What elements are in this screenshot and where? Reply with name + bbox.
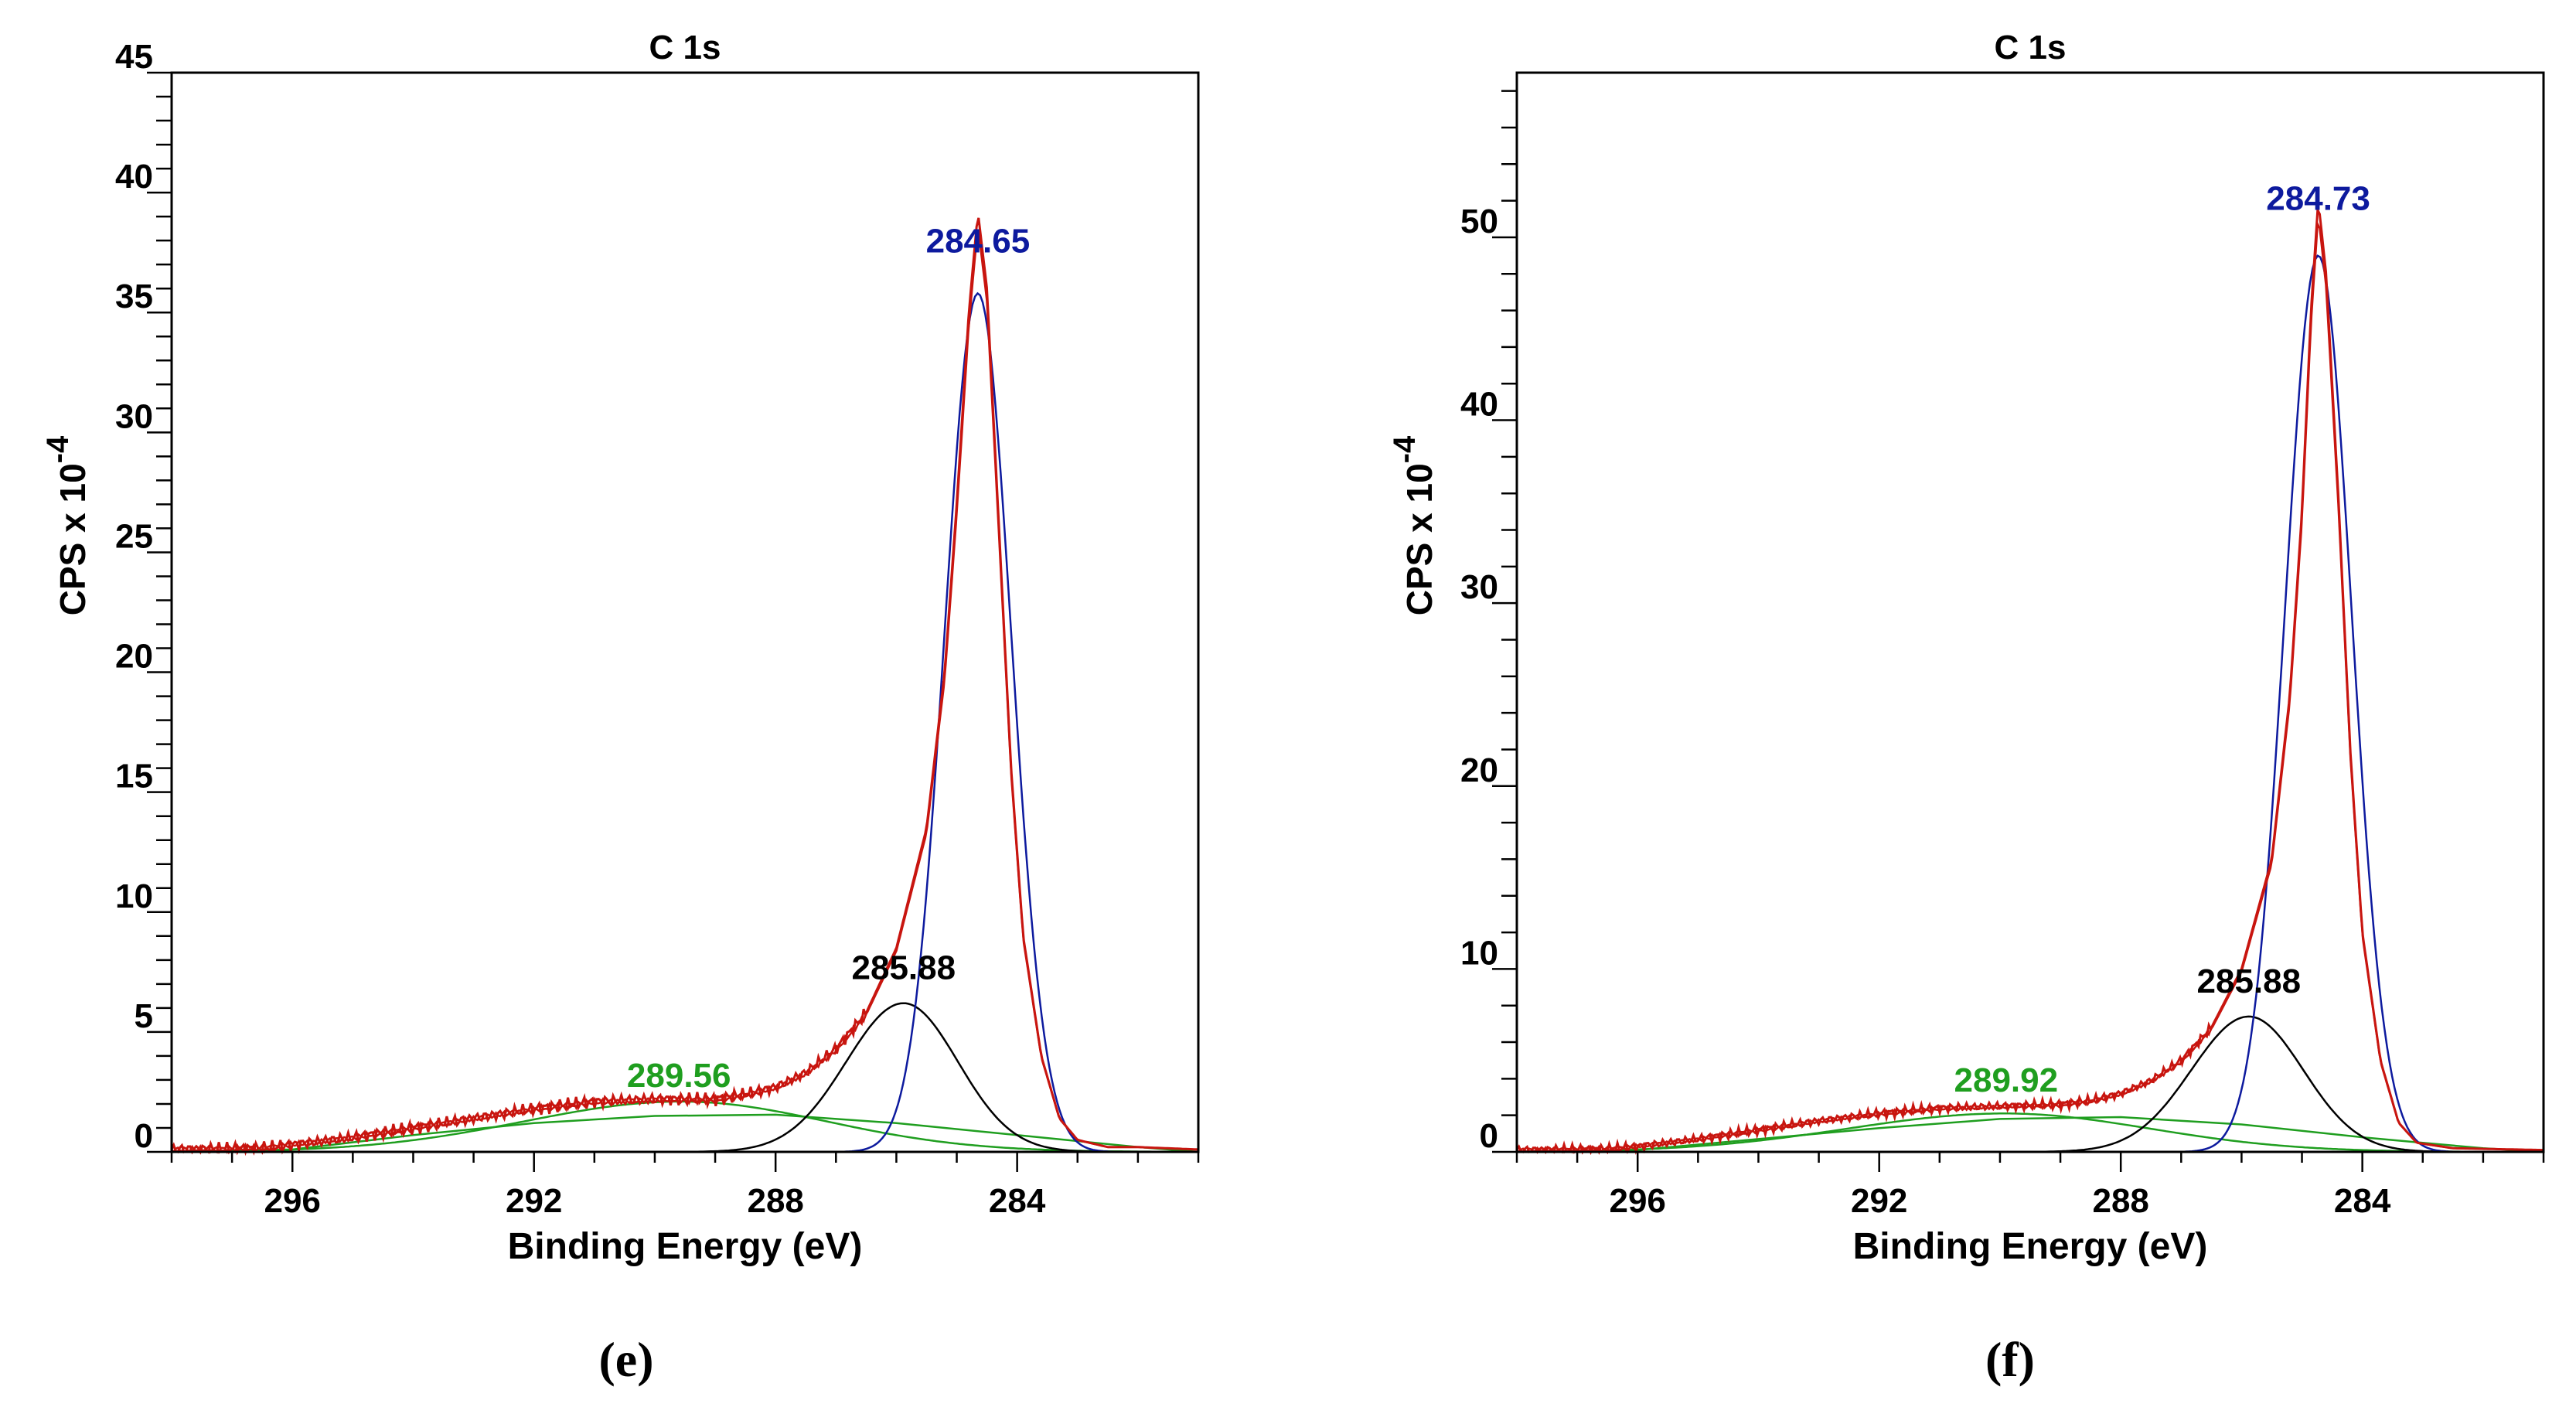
y-tick-label: 15: [115, 758, 153, 795]
x-axis-label: Binding Energy (eV): [1853, 1226, 2208, 1267]
panel-label: (f): [1985, 1332, 2035, 1387]
background-baseline-curve: [171, 1113, 1199, 1153]
x-tick-label: 292: [1851, 1182, 1907, 1220]
y-axis-label-exponent: -4: [41, 435, 75, 463]
peak-label-layer: 284.65 285.88 289.56: [627, 223, 1030, 1095]
y-tick-label: 5: [135, 997, 153, 1035]
y-axis-label-text: CPS x 10: [53, 463, 93, 615]
curve-layer: [170, 217, 1199, 1157]
c-c-peak-curve: [1517, 254, 2544, 1153]
peak-label: 289.56: [627, 1057, 731, 1095]
chart-title: C 1s: [1995, 29, 2067, 66]
x-tick-label: 292: [506, 1182, 562, 1220]
x-tick-label: 288: [2092, 1182, 2148, 1220]
x-tick-label: 296: [1609, 1182, 1665, 1220]
fitted-envelope-curve: [1516, 220, 2544, 1154]
y-axis-label-text: CPS x 10: [1399, 463, 1440, 615]
peak-label-layer: 284.73 285.88 289.92: [1954, 180, 2370, 1099]
y-tick-label: 10: [1460, 934, 1498, 972]
x-axis: 284 288 292 296: [1515, 1152, 2545, 1220]
chart-panel-f: C 1s 284.73 285.88 289.92 284 288 292 296 0 10…: [1388, 29, 2545, 1387]
panel-label: (e): [598, 1332, 653, 1387]
y-tick-label: 40: [1460, 386, 1498, 424]
o-c-o-peak-curve: [171, 1100, 1198, 1153]
curve-layer: [1515, 205, 2544, 1156]
y-tick-label: 30: [1460, 568, 1498, 606]
background-baseline-curve: [1516, 1116, 2544, 1153]
y-tick-label: 50: [1460, 203, 1498, 240]
y-tick-label: 25: [115, 517, 153, 555]
measured-spectrum-curve: [170, 217, 1199, 1157]
y-tick-label: 30: [115, 397, 153, 435]
plot-area-frame: [1515, 71, 2545, 1153]
y-axis: 0 5 10 15 20 25 30 35 40 45: [115, 38, 172, 1155]
x-tick-label: 284: [989, 1182, 1046, 1220]
y-axis-label: CPS x 10-4: [1388, 435, 1440, 615]
x-tick-label: 284: [2334, 1182, 2391, 1220]
plot-area-frame: [170, 71, 1200, 1153]
peak-label: 284.65: [926, 223, 1031, 261]
c-c-peak-curve: [172, 291, 1198, 1153]
peak-label: 289.92: [1954, 1061, 2059, 1099]
y-tick-label: 45: [115, 38, 153, 76]
y-tick-label: 40: [115, 158, 153, 196]
peak-label: 285.88: [852, 949, 956, 987]
fitted-envelope-curve: [171, 231, 1199, 1155]
y-axis-label: CPS x 10-4: [41, 435, 93, 615]
x-tick-label: 288: [747, 1182, 803, 1220]
chart-title: C 1s: [649, 29, 721, 66]
y-axis: 0 10 20 30 40 50: [1460, 90, 1517, 1155]
x-axis: 284 288 292 296: [170, 1152, 1200, 1220]
peak-label: 285.88: [2197, 962, 2302, 1000]
peak-label: 284.73: [2266, 180, 2370, 218]
o-c-o-peak-curve: [1517, 1112, 2544, 1153]
chart-panel-e: C 1s 284.65 285.88 289.56 284 288 292 296 0 5 1…: [41, 29, 1200, 1387]
y-tick-label: 35: [115, 278, 153, 315]
y-tick-label: 0: [1480, 1117, 1498, 1155]
y-axis-label-exponent: -4: [1388, 435, 1422, 463]
y-tick-label: 20: [115, 638, 153, 676]
y-tick-label: 20: [1460, 751, 1498, 789]
y-tick-label: 0: [135, 1117, 153, 1155]
measured-spectrum-curve: [1515, 205, 2544, 1156]
y-tick-label: 10: [115, 877, 153, 915]
x-tick-label: 296: [264, 1182, 320, 1220]
x-axis-label: Binding Energy (eV): [508, 1226, 863, 1267]
